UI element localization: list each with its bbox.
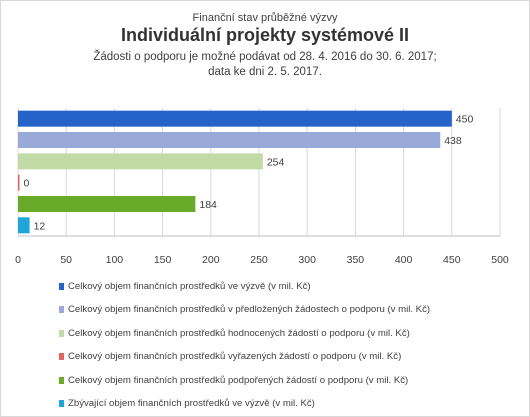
legend-item: Celkový objem finančních prostředků v př… bbox=[59, 303, 430, 317]
chart-subtitle-line-2: data ke dni 2. 5. 2017. bbox=[208, 66, 322, 78]
bar bbox=[18, 132, 441, 148]
legend-item: Celkový objem finančních prostředků podp… bbox=[59, 373, 408, 387]
bar bbox=[18, 153, 263, 170]
legend-swatch bbox=[59, 376, 64, 384]
data-label: 184 bbox=[199, 199, 217, 211]
bar bbox=[18, 196, 196, 212]
data-label: 450 bbox=[456, 114, 474, 126]
legend-label: Celkový objem finančních prostředků hodn… bbox=[68, 327, 410, 339]
data-label: 12 bbox=[34, 220, 46, 232]
x-tick-label: 50 bbox=[60, 254, 72, 266]
legend-swatch bbox=[59, 282, 64, 290]
chart-title: Individuální projekty systémové II bbox=[120, 25, 410, 45]
bar bbox=[18, 110, 452, 127]
legend-label: Celkový objem finančních prostředků vyřa… bbox=[68, 351, 402, 362]
bar bbox=[18, 174, 20, 191]
legend-item: Zbývající objem finančních prostředků ve… bbox=[59, 397, 315, 411]
legend-label: Zbývající objem finančních prostředků ve… bbox=[68, 398, 315, 409]
x-tick-label: 0 bbox=[15, 254, 21, 266]
bar bbox=[18, 217, 30, 234]
legend-label: Celkový objem finančních prostředků v př… bbox=[68, 304, 431, 315]
x-tick-label: 300 bbox=[298, 254, 316, 266]
data-label: 438 bbox=[444, 135, 462, 147]
x-tick-label: 200 bbox=[202, 254, 220, 266]
x-tick-label: 450 bbox=[443, 254, 461, 266]
chart-subtitle-line-1: Žádosti o podporu je možné podávat od 28… bbox=[93, 51, 437, 63]
legend-swatch bbox=[59, 400, 64, 407]
legend-swatch bbox=[59, 306, 64, 313]
x-tick-label: 350 bbox=[347, 254, 365, 266]
legend-label: Celkový objem finančních prostředků podp… bbox=[68, 374, 409, 386]
legend-label: Celkový objem finančních prostředků ve v… bbox=[68, 280, 311, 292]
x-tick-label: 150 bbox=[154, 254, 172, 266]
chart-supertitle: Finanční stav průběžné výzvy bbox=[192, 12, 338, 24]
x-tick-label: 500 bbox=[491, 254, 509, 266]
legend-item: Celkový objem finančních prostředků vyřa… bbox=[59, 350, 401, 364]
legend-swatch bbox=[59, 329, 64, 337]
legend-swatch bbox=[59, 353, 64, 360]
x-tick-label: 100 bbox=[106, 254, 124, 266]
x-tick-label: 250 bbox=[250, 254, 268, 266]
data-label: 0 bbox=[24, 178, 30, 190]
x-tick-label: 400 bbox=[395, 254, 413, 266]
legend-item: Celkový objem finančních prostředků hodn… bbox=[59, 326, 410, 340]
data-label: 254 bbox=[267, 156, 285, 168]
legend-item: Celkový objem finančních prostředků ve v… bbox=[59, 279, 311, 293]
